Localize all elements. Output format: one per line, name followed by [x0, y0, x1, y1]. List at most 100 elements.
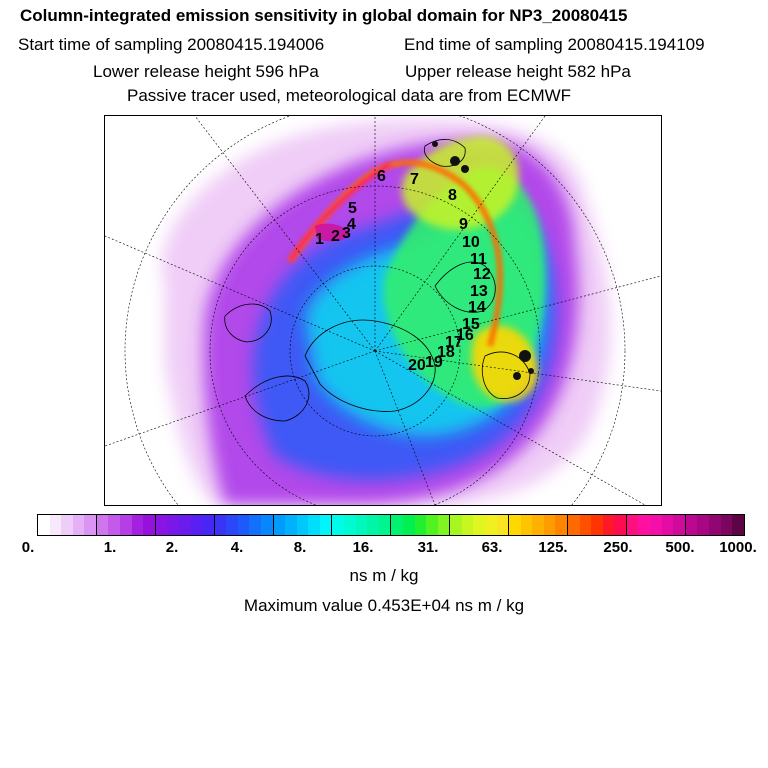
colorbar-segment	[532, 515, 544, 535]
colorbar-segment	[260, 515, 274, 535]
colorbar-segment	[84, 515, 97, 535]
colorbar-segment	[579, 515, 592, 535]
colorbar-segment	[555, 515, 569, 535]
colorbar-segment	[120, 515, 132, 535]
colorbar-segment	[437, 515, 451, 535]
day-marker: 5	[348, 200, 357, 217]
colorbar-segment	[732, 515, 744, 535]
day-marker: 8	[448, 187, 457, 204]
colorbar-segment	[214, 515, 227, 535]
sensitivity-field	[161, 119, 611, 505]
coastlines	[224, 139, 531, 422]
colorbar-segment	[143, 515, 156, 535]
colorbar-segment	[591, 515, 603, 535]
colorbar-segment	[720, 515, 733, 535]
maximum-value: Maximum value 0.453E+04 ns m / kg	[243, 596, 525, 615]
colorbar-segment	[178, 515, 191, 535]
colorbar-segment	[285, 515, 297, 535]
colorbar-segment	[673, 515, 686, 535]
colorbar-tick-label: 0.	[21, 539, 35, 556]
colorbar-units: ns m / kg	[349, 566, 419, 585]
colorbar-segment	[249, 515, 261, 535]
day-marker: 1	[315, 231, 324, 248]
colorbar-tick-label: 2.	[165, 539, 179, 556]
colorbar-segment	[697, 515, 709, 535]
colorbar-segment	[167, 515, 179, 535]
sensitivity-map: 1 2 3 4 5 6 7 8 9 10 11 12 13 14 15 16 17 18 19 20	[104, 115, 662, 506]
colorbar-segment	[226, 515, 238, 535]
colorbar-segment	[49, 515, 62, 535]
colorbar-segment	[344, 515, 356, 535]
colorbar-segment	[96, 515, 109, 535]
day-marker: 9	[459, 216, 468, 233]
day-marker: 7	[410, 171, 419, 188]
colorbar-tick-label: 125.	[538, 539, 568, 556]
colorbar-segment	[367, 515, 379, 535]
colorbar-segment	[378, 515, 392, 535]
colorbar-segment	[473, 515, 485, 535]
colorbar-tick-label: 500.	[665, 539, 695, 556]
colorbar-segment	[661, 515, 674, 535]
graticule	[105, 116, 661, 505]
day-marker: 4	[347, 216, 356, 233]
colorbar-tick-label: 16.	[352, 539, 374, 556]
colorbar-segment	[708, 515, 721, 535]
release-lower: Lower release height 596 hPa	[93, 62, 319, 81]
colorbar-segment	[509, 515, 521, 535]
colorbar-tick-label: 1000.	[719, 539, 757, 556]
colorbar-segment	[484, 515, 497, 535]
colorbar-segment	[626, 515, 639, 535]
sampling-start: Start time of sampling 20080415.194006	[18, 35, 325, 54]
colorbar-segment	[308, 515, 320, 535]
colorbar-segment	[155, 515, 168, 535]
colorbar-segment	[319, 515, 333, 535]
day-marker: 15	[462, 316, 480, 333]
colorbar-segment	[426, 515, 438, 535]
colorbar-segment	[520, 515, 533, 535]
colorbar-segment	[543, 515, 556, 535]
day-marker: 10	[462, 234, 480, 251]
colorbar-segment	[237, 515, 250, 535]
colorbar-segment	[296, 515, 309, 535]
day-marker: 13	[470, 283, 488, 300]
colorbar-segment	[614, 515, 627, 535]
colorbar-segment	[414, 515, 427, 535]
colorbar-segment	[72, 515, 85, 535]
colorbar-segment	[108, 515, 121, 535]
tracer-note: Passive tracer used, meteorological data…	[127, 86, 572, 105]
day-marker: 12	[473, 266, 491, 283]
colorbar	[37, 514, 745, 536]
colorbar-tick-label: 31.	[417, 539, 439, 556]
plot-title: Column-integrated emission sensitivity i…	[20, 6, 628, 25]
dark-blobs	[432, 141, 534, 380]
colorbar-segment	[273, 515, 286, 535]
colorbar-segment	[355, 515, 368, 535]
sampling-end: End time of sampling 20080415.194109	[404, 35, 705, 54]
colorbar-tick-label: 63.	[481, 539, 503, 556]
colorbar-segment	[650, 515, 662, 535]
day-marker: 20	[408, 357, 426, 374]
colorbar-segment	[332, 515, 345, 535]
day-marker: 17	[445, 334, 463, 351]
colorbar-segment	[402, 515, 415, 535]
colorbar-segment	[38, 515, 50, 535]
colorbar-segment	[461, 515, 474, 535]
colorbar-segment	[496, 515, 510, 535]
colorbar-segment	[602, 515, 615, 535]
colorbar-tick-label: 1.	[103, 539, 117, 556]
colorbar-segment	[131, 515, 144, 535]
colorbar-segment	[568, 515, 580, 535]
colorbar-segment	[202, 515, 215, 535]
colorbar-segment	[450, 515, 462, 535]
colorbar-segment	[391, 515, 403, 535]
colorbar-tick-label: 8.	[293, 539, 307, 556]
colorbar-tick-label: 250.	[603, 539, 633, 556]
day-marker: 6	[377, 168, 386, 185]
colorbar-segment	[638, 515, 651, 535]
day-marker: 14	[468, 299, 486, 316]
day-marker: 19	[425, 354, 443, 371]
day-marker: 18	[437, 344, 455, 361]
day-marker: 16	[456, 327, 474, 344]
